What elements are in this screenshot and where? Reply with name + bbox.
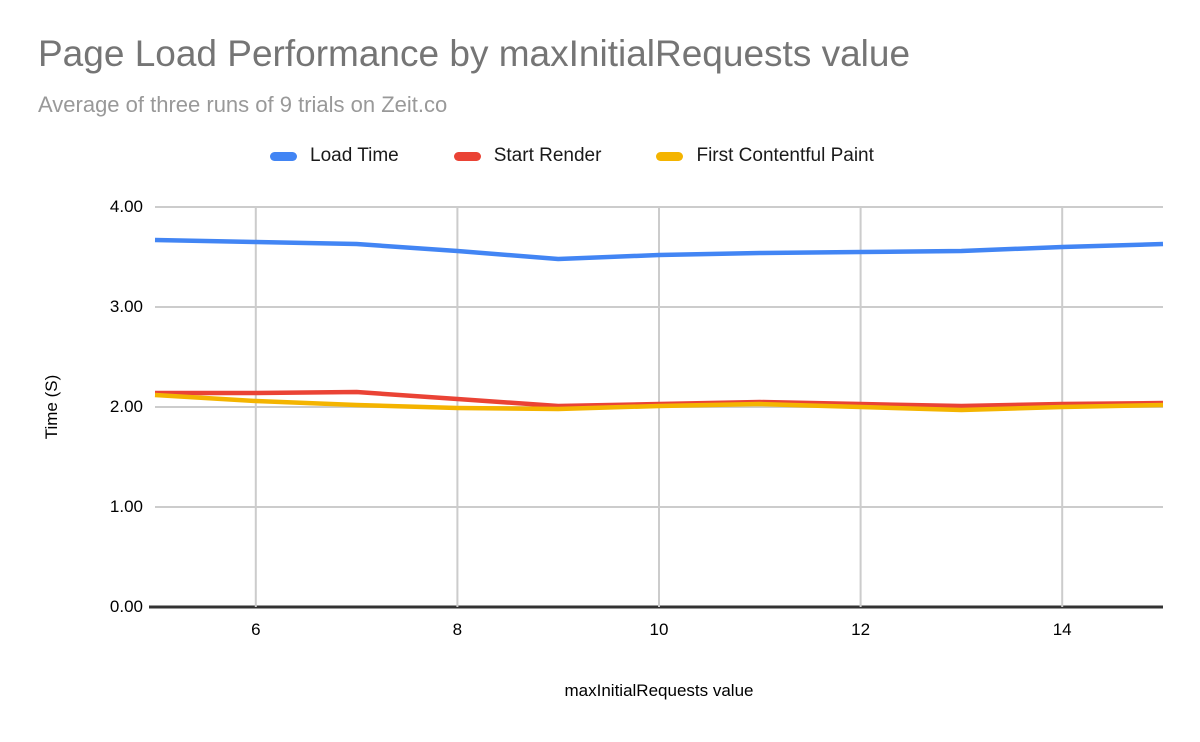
x-tick-label: 8 [452, 620, 463, 639]
y-tick-label: 2.00 [109, 397, 143, 416]
legend-swatch-icon [656, 151, 684, 161]
legend-swatch-icon [453, 151, 481, 161]
x-axis-title: maxInitialRequests value [564, 681, 754, 700]
series-line-load-time [154, 237, 1164, 262]
chart-title: Page Load Performance by maxInitialReque… [38, 33, 911, 74]
legend-item-first-contentful-paint: First Contentful Paint [656, 145, 874, 167]
x-tick-label: 10 [649, 620, 669, 639]
legend-item-start-render: Start Render [453, 145, 602, 167]
y-tick-label: 4.00 [109, 197, 143, 216]
legend-item-load-time: Load Time [270, 145, 399, 167]
y-axis-title: Time (S) [42, 374, 61, 440]
y-tick-label: 1.00 [109, 497, 143, 516]
x-tick-label: 12 [851, 620, 871, 639]
legend-swatch-icon [270, 151, 297, 161]
y-tick-label: 0.00 [109, 597, 143, 616]
legend-label: First Contentful Paint [696, 145, 874, 166]
chart-subtitle: Average of three runs of 9 trials on Zei… [38, 92, 448, 117]
x-tick-label: 6 [251, 620, 261, 639]
chart-legend: Load Time Start Render First Contentful Pa… [270, 145, 874, 167]
series-line-first-contentful-paint [154, 392, 1164, 413]
x-tick-label: 14 [1052, 620, 1072, 639]
legend-label: Load Time [310, 145, 399, 166]
y-tick-label: 3.00 [109, 297, 143, 316]
legend-label: Start Render [493, 145, 602, 166]
